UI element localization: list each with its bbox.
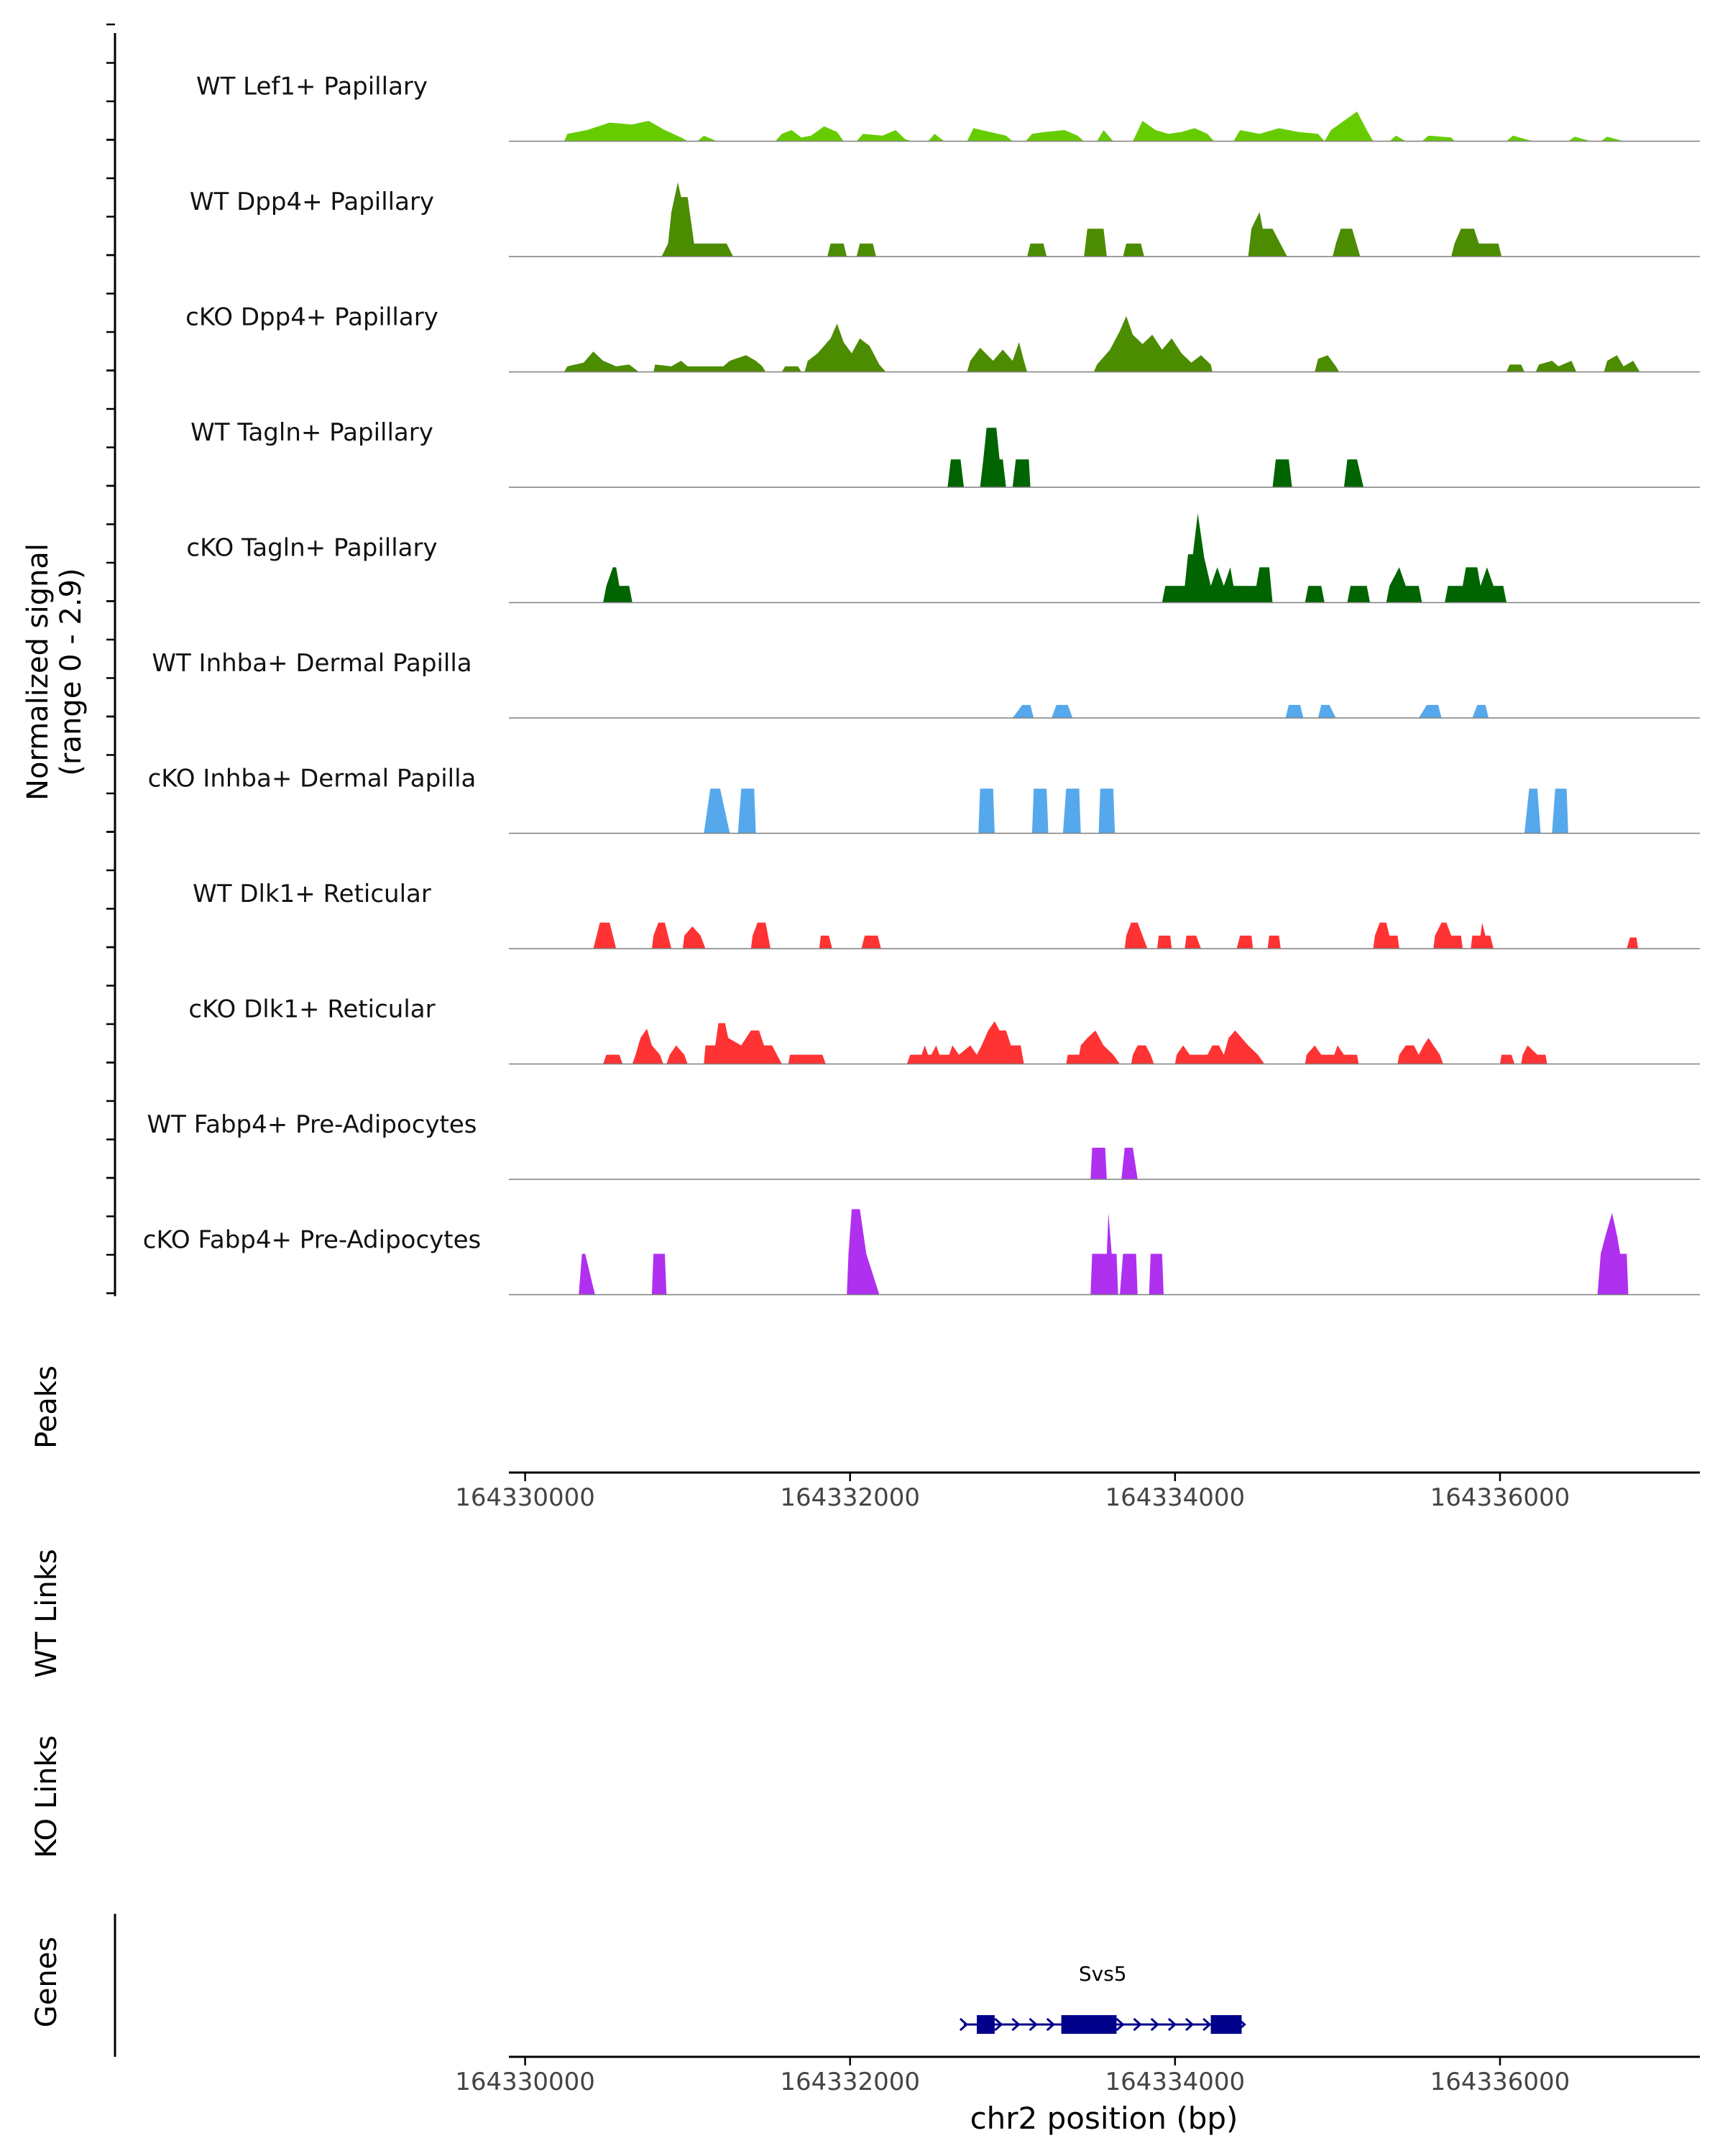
x-tick-label: 164332000 [780, 2068, 920, 2096]
track-2: WT Dpp4+ Papillary [190, 182, 1700, 257]
coverage-area [1012, 704, 1489, 718]
gene-model: Svs5 [959, 1962, 1246, 2034]
strand-arrow [1167, 2017, 1177, 2032]
coverage-area [579, 1209, 1629, 1295]
track-6: WT Inhba+ Dermal Papilla [152, 649, 1700, 719]
track-7: cKO Inhba+ Dermal Papilla [148, 765, 1700, 834]
coverage-area [603, 513, 1506, 603]
x-tick-label: 164336000 [1430, 2068, 1570, 2096]
strand-arrow [1046, 2017, 1056, 2032]
strand-arrow [994, 2017, 1003, 2032]
track-10: WT Fabp4+ Pre-Adipocytes [147, 1110, 1700, 1180]
x-tick-label: 164332000 [780, 1483, 920, 1512]
track-11: cKO Fabp4+ Pre-Adipocytes [143, 1209, 1700, 1296]
strand-arrow [959, 2017, 969, 2032]
track-label: WT Fabp4+ Pre-Adipocytes [147, 1110, 477, 1139]
coverage-area [593, 922, 1639, 949]
gene-exon [1210, 2015, 1242, 2034]
strand-arrow [1011, 2017, 1021, 2032]
coverage-tracks: WT Lef1+ Papillary WT Dpp4+ Papillary cKO … [143, 73, 1700, 1296]
track-label: cKO Fabp4+ Pre-Adipocytes [143, 1226, 482, 1255]
peaks-label: Peaks [30, 1365, 63, 1449]
strand-arrow [1116, 2017, 1125, 2032]
y-axis-label: Normalized signal [22, 543, 55, 801]
strand-arrow [1029, 2017, 1038, 2032]
x-tick-label: 164330000 [455, 1483, 595, 1512]
x-axis-label: chr2 position (bp) [970, 2101, 1238, 2136]
track-label: WT Inhba+ Dermal Papilla [152, 649, 472, 678]
track-3: cKO Dpp4+ Papillary [185, 303, 1700, 373]
y-axis-range-label: (range 0 - 2.9) [55, 568, 88, 775]
track-4: WT Tagln+ Papillary [190, 418, 1700, 488]
strand-arrow [1202, 2017, 1212, 2032]
track-1: WT Lef1+ Papillary [196, 73, 1700, 142]
track-8: WT Dlk1+ Reticular [193, 880, 1700, 949]
gene-name-label: Svs5 [1079, 1962, 1127, 1986]
y-axis-title: Normalized signal (range 0 - 2.9) [22, 543, 88, 801]
gene-exon [1061, 2015, 1117, 2034]
track-label: cKO Dpp4+ Papillary [185, 303, 438, 332]
track-9: cKO Dlk1+ Reticular [188, 995, 1700, 1065]
genes-label: Genes [30, 1937, 63, 2027]
track-label: WT Dlk1+ Reticular [193, 880, 431, 908]
gene-exon [977, 2015, 995, 2034]
x-tick-label: 164330000 [455, 2068, 595, 2096]
position-axis-upper: 164330000 164332000 164334000 164336000 [455, 1471, 1700, 1512]
signal-y-axis [106, 23, 116, 1296]
x-tick-label: 164334000 [1105, 1483, 1245, 1512]
track-label: cKO Dlk1+ Reticular [188, 995, 435, 1024]
track-label: WT Dpp4+ Papillary [190, 188, 434, 216]
ko-links-label: KO Links [30, 1736, 63, 1858]
coverage-area [704, 788, 1568, 834]
coverage-area [564, 315, 1640, 372]
track-5: cKO Tagln+ Papillary [186, 513, 1700, 604]
coverage-area [947, 428, 1364, 487]
coverage-area [1090, 1148, 1138, 1179]
strand-arrow [1185, 2017, 1195, 2032]
track-label: WT Tagln+ Papillary [190, 418, 433, 447]
coverage-area [564, 111, 1624, 142]
strand-arrow [1133, 2017, 1142, 2032]
strand-arrow [1150, 2017, 1159, 2032]
coverage-area [661, 182, 1502, 257]
x-tick-label: 164336000 [1430, 1483, 1570, 1512]
x-tick-label: 164334000 [1105, 2068, 1245, 2096]
position-axis-lower: 164330000 164332000 164334000 164336000 [455, 2055, 1700, 2096]
track-label: cKO Inhba+ Dermal Papilla [148, 765, 477, 793]
track-label: WT Lef1+ Papillary [196, 73, 428, 101]
wt-links-label: WT Links [30, 1549, 63, 1677]
track-label: cKO Tagln+ Papillary [186, 534, 437, 563]
coverage-area [603, 1021, 1547, 1064]
